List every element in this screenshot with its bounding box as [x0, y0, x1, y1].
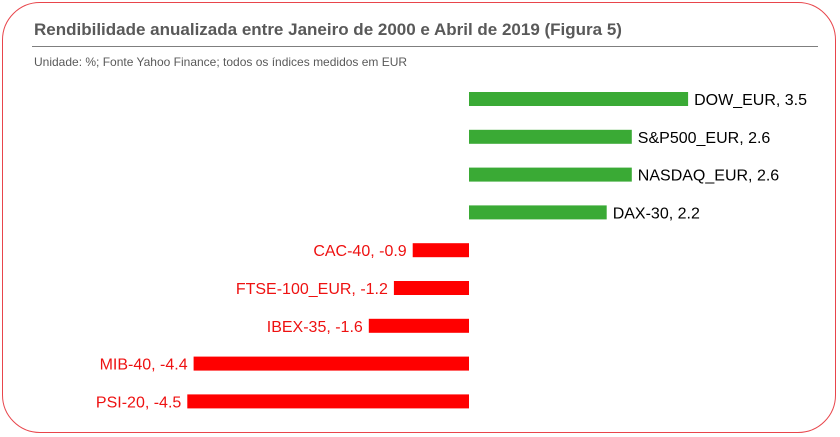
data-label-dax-30: DAX-30, 2.2: [613, 205, 700, 222]
data-label-psi-20: PSI-20, -4.5: [96, 394, 181, 411]
bar-s-p500-eur: [469, 129, 632, 144]
bar-nasdaq-eur: [469, 167, 632, 182]
bar-dow-eur: [469, 92, 689, 106]
bar-psi-20: [187, 394, 470, 409]
data-label-cac-40: CAC-40, -0.9: [313, 243, 406, 260]
bar-dax-30: [469, 205, 607, 220]
bar-ibex-35: [368, 318, 469, 333]
data-label-ftse-100-eur: FTSE-100_EUR, -1.2: [236, 281, 388, 298]
chart-title: Rendibilidade anualizada entre Janeiro d…: [34, 20, 622, 39]
data-label-mib-40: MIB-40, -4.4: [100, 357, 188, 374]
data-label-s-p500-eur: S&P500_EUR, 2.6: [638, 130, 771, 147]
title-divider: [32, 46, 818, 47]
data-label-dow-eur: DOW_EUR, 3.5: [694, 92, 807, 109]
data-label-nasdaq-eur: NASDAQ_EUR, 2.6: [638, 168, 779, 185]
data-label-ibex-35: IBEX-35, -1.6: [267, 319, 363, 336]
chart-subtitle: Unidade: %; Fonte Yahoo Finance; todos o…: [34, 55, 408, 69]
bar-cac-40: [412, 243, 469, 258]
bar-mib-40: [193, 356, 469, 371]
bar-ftse-100-eur: [393, 281, 469, 295]
